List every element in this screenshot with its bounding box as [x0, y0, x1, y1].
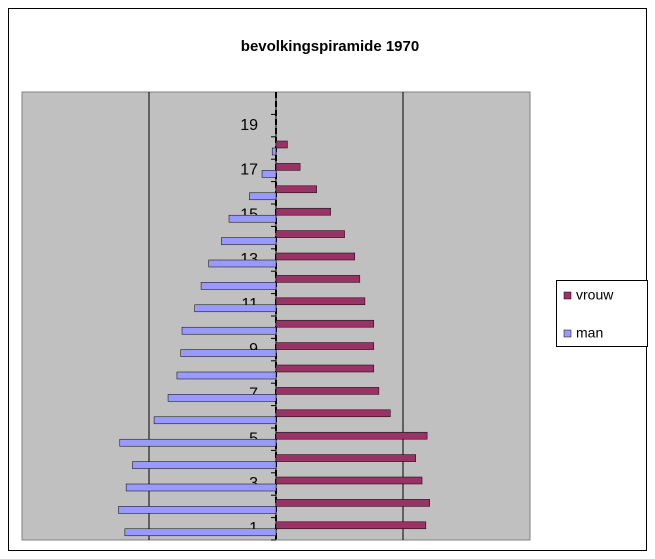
y-tick-label: 9	[249, 341, 258, 358]
bar	[228, 214, 277, 223]
bar	[275, 454, 416, 462]
bar	[275, 431, 428, 440]
bar	[200, 282, 277, 290]
bar	[275, 342, 375, 350]
bar	[275, 207, 331, 216]
chart-title: bevolkingspiramide 1970	[241, 38, 419, 55]
y-tick-label: 17	[240, 162, 258, 179]
bar	[125, 483, 277, 492]
bar	[275, 364, 375, 373]
bar	[167, 394, 277, 402]
bar	[275, 297, 366, 306]
bar	[275, 185, 317, 194]
bar	[249, 192, 277, 201]
bar	[275, 275, 361, 283]
bar	[132, 461, 277, 469]
bar	[261, 170, 277, 178]
y-tick-label: 19	[240, 117, 258, 134]
bar	[180, 349, 277, 357]
bar	[194, 304, 277, 313]
bar	[275, 499, 430, 507]
y-tick-label: 1	[249, 520, 258, 537]
bar	[275, 163, 301, 171]
bar	[221, 237, 277, 245]
bar	[275, 521, 427, 530]
bar	[275, 252, 355, 261]
bar	[275, 319, 375, 328]
legend-label: vrouw	[576, 287, 614, 303]
bar	[275, 387, 380, 395]
legend-swatch	[563, 329, 572, 338]
bar	[275, 476, 423, 485]
y-tick-label: 7	[249, 386, 258, 403]
bar	[153, 416, 277, 425]
bar	[181, 326, 277, 335]
legend-label: man	[576, 325, 603, 341]
y-tick-label: 3	[249, 475, 258, 492]
bar	[119, 438, 277, 447]
bar	[124, 528, 277, 537]
bar	[275, 409, 391, 418]
bar	[176, 371, 277, 380]
bar	[208, 259, 277, 268]
bar	[118, 506, 277, 514]
y-tick-label: 5	[249, 430, 258, 447]
legend-swatch	[563, 291, 572, 300]
bar	[271, 147, 277, 156]
bar	[275, 230, 345, 238]
legend	[556, 280, 648, 347]
bar	[275, 140, 288, 149]
